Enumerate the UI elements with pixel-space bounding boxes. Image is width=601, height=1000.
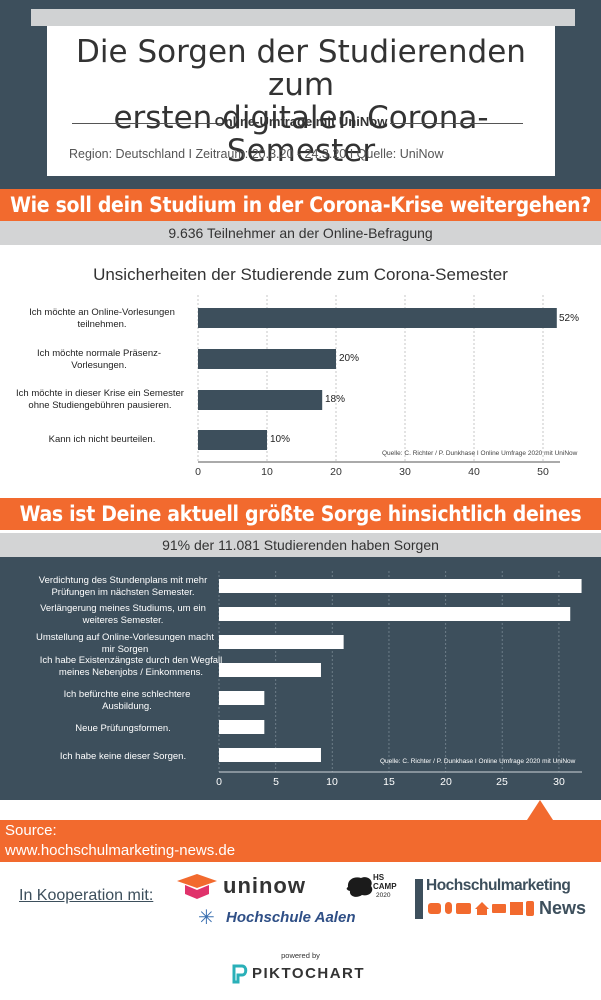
uninow-logo[interactable]: uninow: [175, 872, 315, 900]
chart2-category-label: Ich befürchte eine schlechtere Ausbildun…: [63, 689, 191, 712]
chart2-plot: [218, 571, 582, 773]
chart1-tick: 20: [330, 466, 342, 478]
microphone-icon: [445, 902, 452, 914]
powered-by-label: powered by: [281, 951, 320, 960]
source-link[interactable]: www.hochschulmarketing-news.de: [5, 842, 236, 859]
chart1-data-label: 20%: [339, 353, 360, 364]
chart1-category-label: Ich möchte normale Präsenz-Vorlesungen.: [36, 348, 162, 371]
aalen-star-icon: ✳: [198, 907, 215, 929]
bar: [198, 390, 323, 410]
phone-icon: [526, 901, 534, 916]
chart2-tick: 15: [383, 776, 395, 788]
subtitle: Online-Umfrage mit UniNow: [214, 114, 388, 129]
section2-participants: 91% der 11.081 Studierenden haben Sorgen: [0, 533, 601, 557]
chart1-data-label: 52%: [559, 313, 580, 324]
bar: [198, 308, 557, 328]
bar: [219, 635, 344, 649]
chart1-category-label: Ich möchte in dieser Krise ein Semester …: [16, 388, 184, 411]
subtitle-rule-right: [390, 123, 523, 124]
chart2-category-label: Umstellung auf Online-Vorlesungen macht …: [36, 632, 214, 655]
header-top-strip: [31, 9, 575, 26]
bar: [219, 691, 265, 705]
chart1-tick: 40: [468, 466, 480, 478]
title-card: Die Sorgen der Studierenden zum ersten d…: [47, 26, 555, 176]
page-title-line1: Die Sorgen der Studierenden zum: [76, 34, 526, 103]
hscamp-text-2: CAMP: [373, 882, 397, 891]
chart1-credit: Quelle: C. Richter / P. Dunkhase I Onlin…: [382, 450, 578, 457]
bar: [198, 430, 267, 450]
hscamp-splash-icon: [346, 877, 373, 897]
hochschule-aalen-logo[interactable]: ✳ Hochschule Aalen: [198, 907, 368, 929]
chart1-tick: 0: [195, 466, 201, 478]
hm-bracket: [415, 879, 423, 919]
speech-bubble-icon: [428, 903, 441, 914]
bar: [219, 607, 571, 621]
section1-participants: 9.636 Teilnehmer an der Online-Befragung: [0, 221, 601, 245]
chart1-plot: [197, 295, 560, 463]
chart1-category-label: Kann ich nicht beurteilen.: [48, 434, 156, 445]
chart2-tick: 5: [273, 776, 279, 788]
chart1-title: Unsicherheiten der Studierende zum Coron…: [93, 265, 508, 284]
chart1-tick: 30: [399, 466, 411, 478]
hscamp-text-1: HS: [373, 873, 385, 882]
home-base-icon: [477, 909, 487, 915]
chart2-tick: 25: [496, 776, 508, 788]
chart1-data-label: 10%: [270, 434, 291, 445]
chart1-tick: 10: [261, 466, 273, 478]
bar: [219, 748, 321, 762]
hm-title: Hochschulmarketing: [426, 877, 571, 894]
bar: [219, 663, 321, 677]
aalen-text: Hochschule Aalen: [226, 909, 356, 926]
home-icon: [475, 902, 489, 909]
meta-info: Region: Deutschland I Zeitraum: 20.3.20 …: [69, 147, 444, 161]
hm-icons: [428, 901, 534, 917]
bar: [219, 720, 265, 734]
hscamp-text-3: 2020: [376, 892, 391, 899]
chart2-tick: 30: [553, 776, 565, 788]
chart2-category-label: Ich habe keine dieser Sorgen.: [59, 751, 187, 762]
piktochart-p-icon: [232, 964, 248, 984]
chart2-tick: 10: [326, 776, 338, 788]
source-pointer: [527, 800, 553, 820]
chart1-tick: 50: [537, 466, 549, 478]
bar: [198, 349, 336, 369]
chart2-tick: 0: [216, 776, 222, 788]
chart2-tick: 20: [440, 776, 452, 788]
piktochart-wordmark: PIKTOCHART: [252, 965, 366, 982]
page-title-line2: ersten digitalen Corona-Semester: [113, 100, 489, 169]
hm-news: News: [539, 898, 587, 918]
subtitle-rule-left: [72, 123, 224, 124]
page-title: Die Sorgen der Studierenden zum ersten d…: [47, 36, 555, 168]
piktochart-logo[interactable]: PIKTOCHART: [232, 963, 372, 985]
chart2-category-label: Verlängerung meines Studiums, um ein wei…: [40, 603, 206, 626]
chart1-category-label: Ich möchte an Online-Vorlesungen teilneh…: [29, 307, 175, 330]
uninow-wordmark: uninow: [223, 873, 306, 898]
source-label: Source:: [5, 822, 57, 839]
play-icon: [456, 903, 471, 914]
cap-icon: [492, 904, 506, 913]
source-box: [0, 820, 601, 862]
hscamp-logo[interactable]: HS CAMP 2020: [345, 873, 403, 903]
uninow-cap-icon: [177, 874, 217, 899]
facebook-icon: [510, 902, 523, 915]
chart2-category-label: Verdichtung des Stundenplans mit mehr Pr…: [38, 575, 208, 598]
chart2-category-label: Neue Prüfungsformen.: [75, 723, 171, 734]
section1-banner: Wie soll dein Studium in der Corona-Kris…: [0, 189, 601, 221]
chart1-data-label: 18%: [325, 394, 346, 405]
source-text: Source: www.hochschulmarketing-news.de: [5, 821, 235, 861]
cooperation-label: In Kooperation mit:: [19, 887, 154, 904]
hochschulmarketing-news-logo[interactable]: Hochschulmarketing News: [415, 877, 595, 921]
chart2-category-label: Ich habe Existenzängste durch den Wegfal…: [39, 655, 223, 678]
section2-banner: Was ist Deine aktuell größte Sorge hinsi…: [0, 498, 601, 558]
bar: [219, 579, 582, 593]
chart2-credit: Quelle: C. Richter / P. Dunkhase I Onlin…: [380, 758, 576, 765]
